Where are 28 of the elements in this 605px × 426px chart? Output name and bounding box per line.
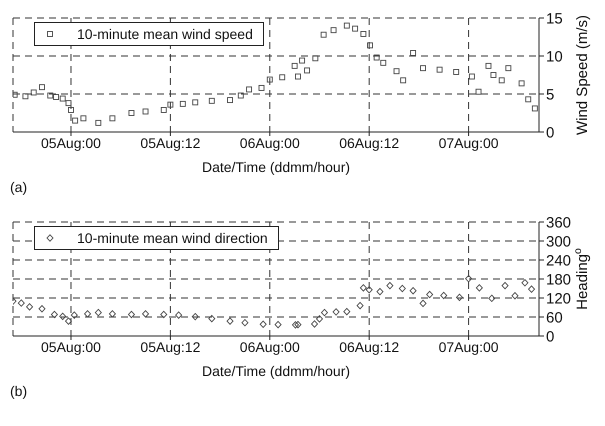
x-tick-label: 05Aug:00 — [41, 134, 102, 151]
y-tick-label: 360 — [546, 214, 572, 232]
legend-label: 10-minute mean wind speed — [77, 26, 253, 42]
y-axis-title: Wind Speed (m/s) — [574, 14, 591, 136]
x-tick-label: 05Aug:12 — [140, 134, 201, 151]
text: (a) — [10, 179, 28, 195]
x-tick-label: 06Aug:00 — [240, 134, 300, 151]
y-tick-label: 15 — [546, 10, 563, 28]
y-tick-label: 120 — [546, 290, 572, 308]
text: (b) — [10, 383, 28, 399]
y-tick-label: 0 — [546, 124, 554, 142]
x-tick-label: 06Aug:12 — [339, 134, 400, 151]
legend-label: 10-minute mean wind direction — [77, 230, 268, 246]
x-tick-label: 05Aug:12 — [140, 338, 201, 355]
y-tick-label: 240 — [546, 252, 572, 270]
y-tick-label: 60 — [546, 309, 563, 326]
x-tick-label: 05Aug:00 — [41, 338, 102, 355]
y-tick-label: 5 — [546, 86, 554, 104]
y-tick-label: 0 — [546, 328, 554, 346]
x-axis-title: Date/Time (ddmm/hour) — [202, 363, 350, 379]
y-tick-label: 300 — [546, 233, 572, 250]
x-tick-label: 06Aug:00 — [240, 338, 300, 355]
y-tick-label: 10 — [546, 48, 563, 66]
y-tick-label: 180 — [546, 271, 572, 288]
x-tick-label: 07Aug:00 — [438, 338, 499, 355]
x-tick-label: 07Aug:00 — [438, 134, 499, 151]
x-tick-label: 06Aug:12 — [339, 338, 400, 355]
x-axis-title: Date/Time (ddmm/hour) — [202, 159, 350, 175]
